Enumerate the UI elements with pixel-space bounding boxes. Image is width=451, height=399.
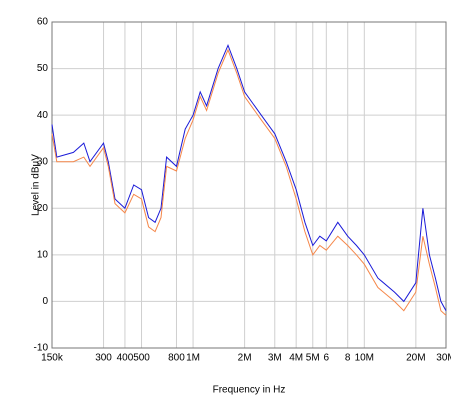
x-tick-label: 6 [324,353,330,364]
x-tick-label: 300 [95,353,112,364]
x-tick-label: 500 [133,353,150,364]
x-axis-label: Frequency in Hz [213,385,286,396]
series-line [51,48,447,316]
series-line [51,43,447,311]
x-tick-label: 2M [238,353,252,364]
y-tick-label: -10 [34,343,49,354]
x-tick-label: 150k [41,353,64,364]
x-tick-label: 30M [436,353,451,364]
x-tick-label: 8 [345,353,351,364]
y-tick-label: 30 [37,156,49,167]
x-tick-label: 10M [355,353,374,364]
y-tick-label: 60 [37,17,49,28]
x-tick-label: 5M [306,353,320,364]
x-tick-label: 400 [117,353,134,364]
x-tick-label: 20M [406,353,425,364]
y-axis-label: Level in dBµV [31,154,42,216]
y-tick-label: 0 [42,296,48,307]
y-tick-label: 20 [37,203,49,214]
y-tick-label: 50 [37,63,49,74]
plot-frame [51,21,447,349]
x-tick-label: 800 [168,353,185,364]
y-tick-label: 40 [37,110,49,121]
y-tick-label: 10 [37,249,49,260]
x-tick-label: 1M [186,353,200,364]
x-tick-label: 4M [289,353,303,364]
x-tick-label: 3M [268,353,282,364]
